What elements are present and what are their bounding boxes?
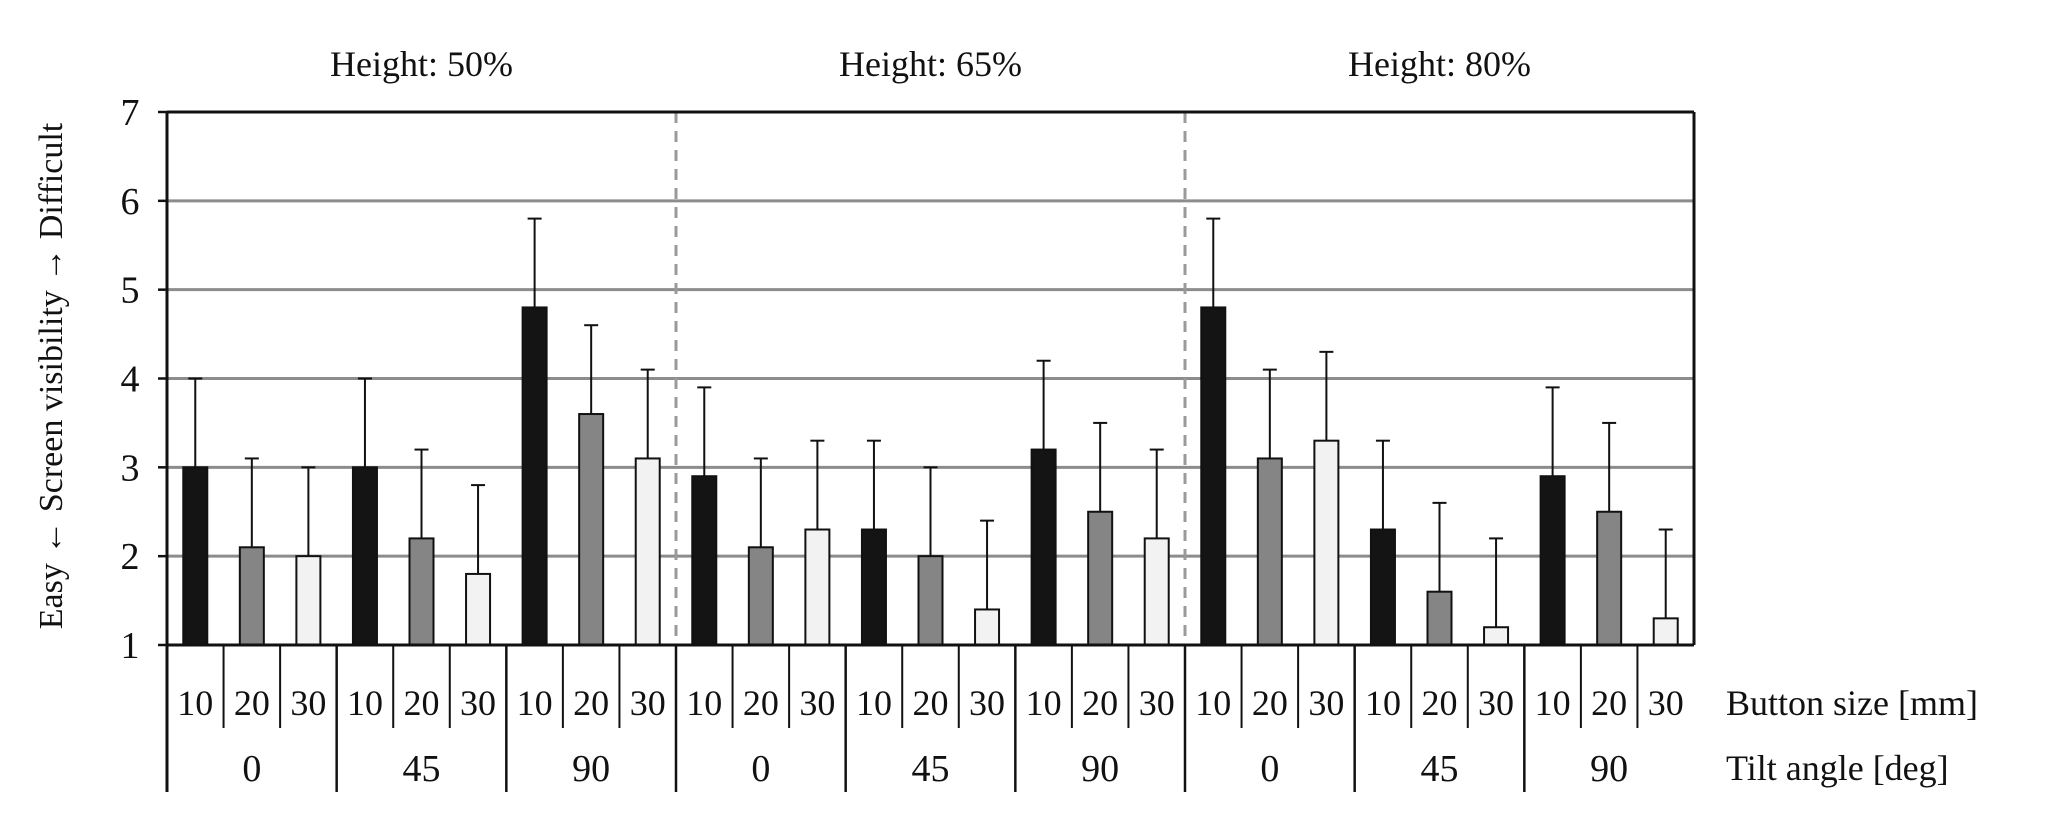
bar-10mm <box>1539 475 1566 647</box>
bar-10mm <box>1369 528 1396 646</box>
button-size-label: 20 <box>1422 683 1458 723</box>
bar-10mm <box>351 466 378 647</box>
panel-title: Height: 50% <box>330 44 513 84</box>
button-size-label: 10 <box>517 683 553 723</box>
button-size-label: 10 <box>1365 683 1401 723</box>
bar-10mm <box>860 528 887 646</box>
bars <box>182 217 1679 647</box>
tilt-angle-label: 90 <box>572 748 610 790</box>
bar-20mm <box>1256 457 1283 647</box>
button-size-label: 30 <box>290 683 326 723</box>
tilt-angle-label: 45 <box>1421 748 1459 790</box>
bar-20mm <box>238 546 265 646</box>
y-tick-label: 5 <box>121 270 140 312</box>
button-size-label: 20 <box>404 683 440 723</box>
button-size-label: 10 <box>1195 683 1231 723</box>
bar-30mm <box>465 572 492 647</box>
y-tick-label: 3 <box>121 447 140 489</box>
button-size-label: 30 <box>630 683 666 723</box>
button-size-label: 20 <box>913 683 949 723</box>
button-size-label: 20 <box>1252 683 1288 723</box>
bar-20mm <box>917 555 944 647</box>
axes <box>158 110 1696 792</box>
tilt-angle-label: 90 <box>1081 748 1119 790</box>
button-size-label: 10 <box>1026 683 1062 723</box>
button-size-label: 20 <box>573 683 609 723</box>
button-size-label: 20 <box>234 683 270 723</box>
button-size-label: 20 <box>743 683 779 723</box>
bar-20mm <box>1426 590 1453 647</box>
button-size-label: 20 <box>1082 683 1118 723</box>
y-axis-label: Easy ← Screen visibility → Difficult <box>33 122 70 629</box>
button-size-label: 10 <box>856 683 892 723</box>
tilt-angle-row-label: Tilt angle [deg] <box>1726 748 1949 788</box>
y-tick-label: 2 <box>121 536 140 578</box>
bar-30mm <box>1483 626 1510 647</box>
y-tick-label: 4 <box>121 359 140 401</box>
button-size-label: 10 <box>686 683 722 723</box>
bar-30mm <box>1313 439 1340 646</box>
panel-title: Height: 65% <box>839 44 1022 84</box>
button-size-row-label: Button size [mm] <box>1726 683 1978 723</box>
labels: Easy ← Screen visibility → Difficult But… <box>33 44 1978 790</box>
button-size-label: 10 <box>177 683 213 723</box>
button-size-label: 30 <box>1648 683 1684 723</box>
bar-10mm <box>1200 306 1227 646</box>
bar-30mm <box>295 555 322 647</box>
tilt-angle-label: 45 <box>403 748 441 790</box>
y-tick-label: 6 <box>121 181 140 223</box>
bar-30mm <box>1652 617 1679 646</box>
bar-10mm <box>521 306 548 646</box>
y-tick-label: 7 <box>121 92 140 134</box>
bar-20mm <box>747 546 774 646</box>
button-size-label: 30 <box>969 683 1005 723</box>
panel-title: Height: 80% <box>1348 44 1531 84</box>
bar-10mm <box>691 475 718 647</box>
button-size-label: 20 <box>1591 683 1627 723</box>
button-size-label: 10 <box>1535 683 1571 723</box>
bar-20mm <box>408 537 435 647</box>
button-size-label: 30 <box>799 683 835 723</box>
bar-10mm <box>182 466 209 647</box>
bar-20mm <box>578 413 605 646</box>
tilt-angle-label: 45 <box>912 748 950 790</box>
button-size-label: 30 <box>1308 683 1344 723</box>
tilt-angle-label: 0 <box>751 748 770 790</box>
button-size-label: 10 <box>347 683 383 723</box>
button-size-label: 30 <box>1478 683 1514 723</box>
bar-20mm <box>1087 510 1114 646</box>
bar-10mm <box>1030 448 1057 647</box>
button-size-label: 30 <box>1139 683 1175 723</box>
bar-30mm <box>974 608 1001 647</box>
tilt-angle-label: 0 <box>242 748 261 790</box>
tilt-angle-label: 0 <box>1260 748 1279 790</box>
bar-20mm <box>1596 510 1623 646</box>
bar-30mm <box>804 528 831 646</box>
y-tick-label: 1 <box>121 625 140 667</box>
bar-30mm <box>634 457 661 647</box>
button-size-label: 30 <box>460 683 496 723</box>
bar-30mm <box>1143 537 1170 647</box>
tilt-angle-label: 90 <box>1590 748 1628 790</box>
